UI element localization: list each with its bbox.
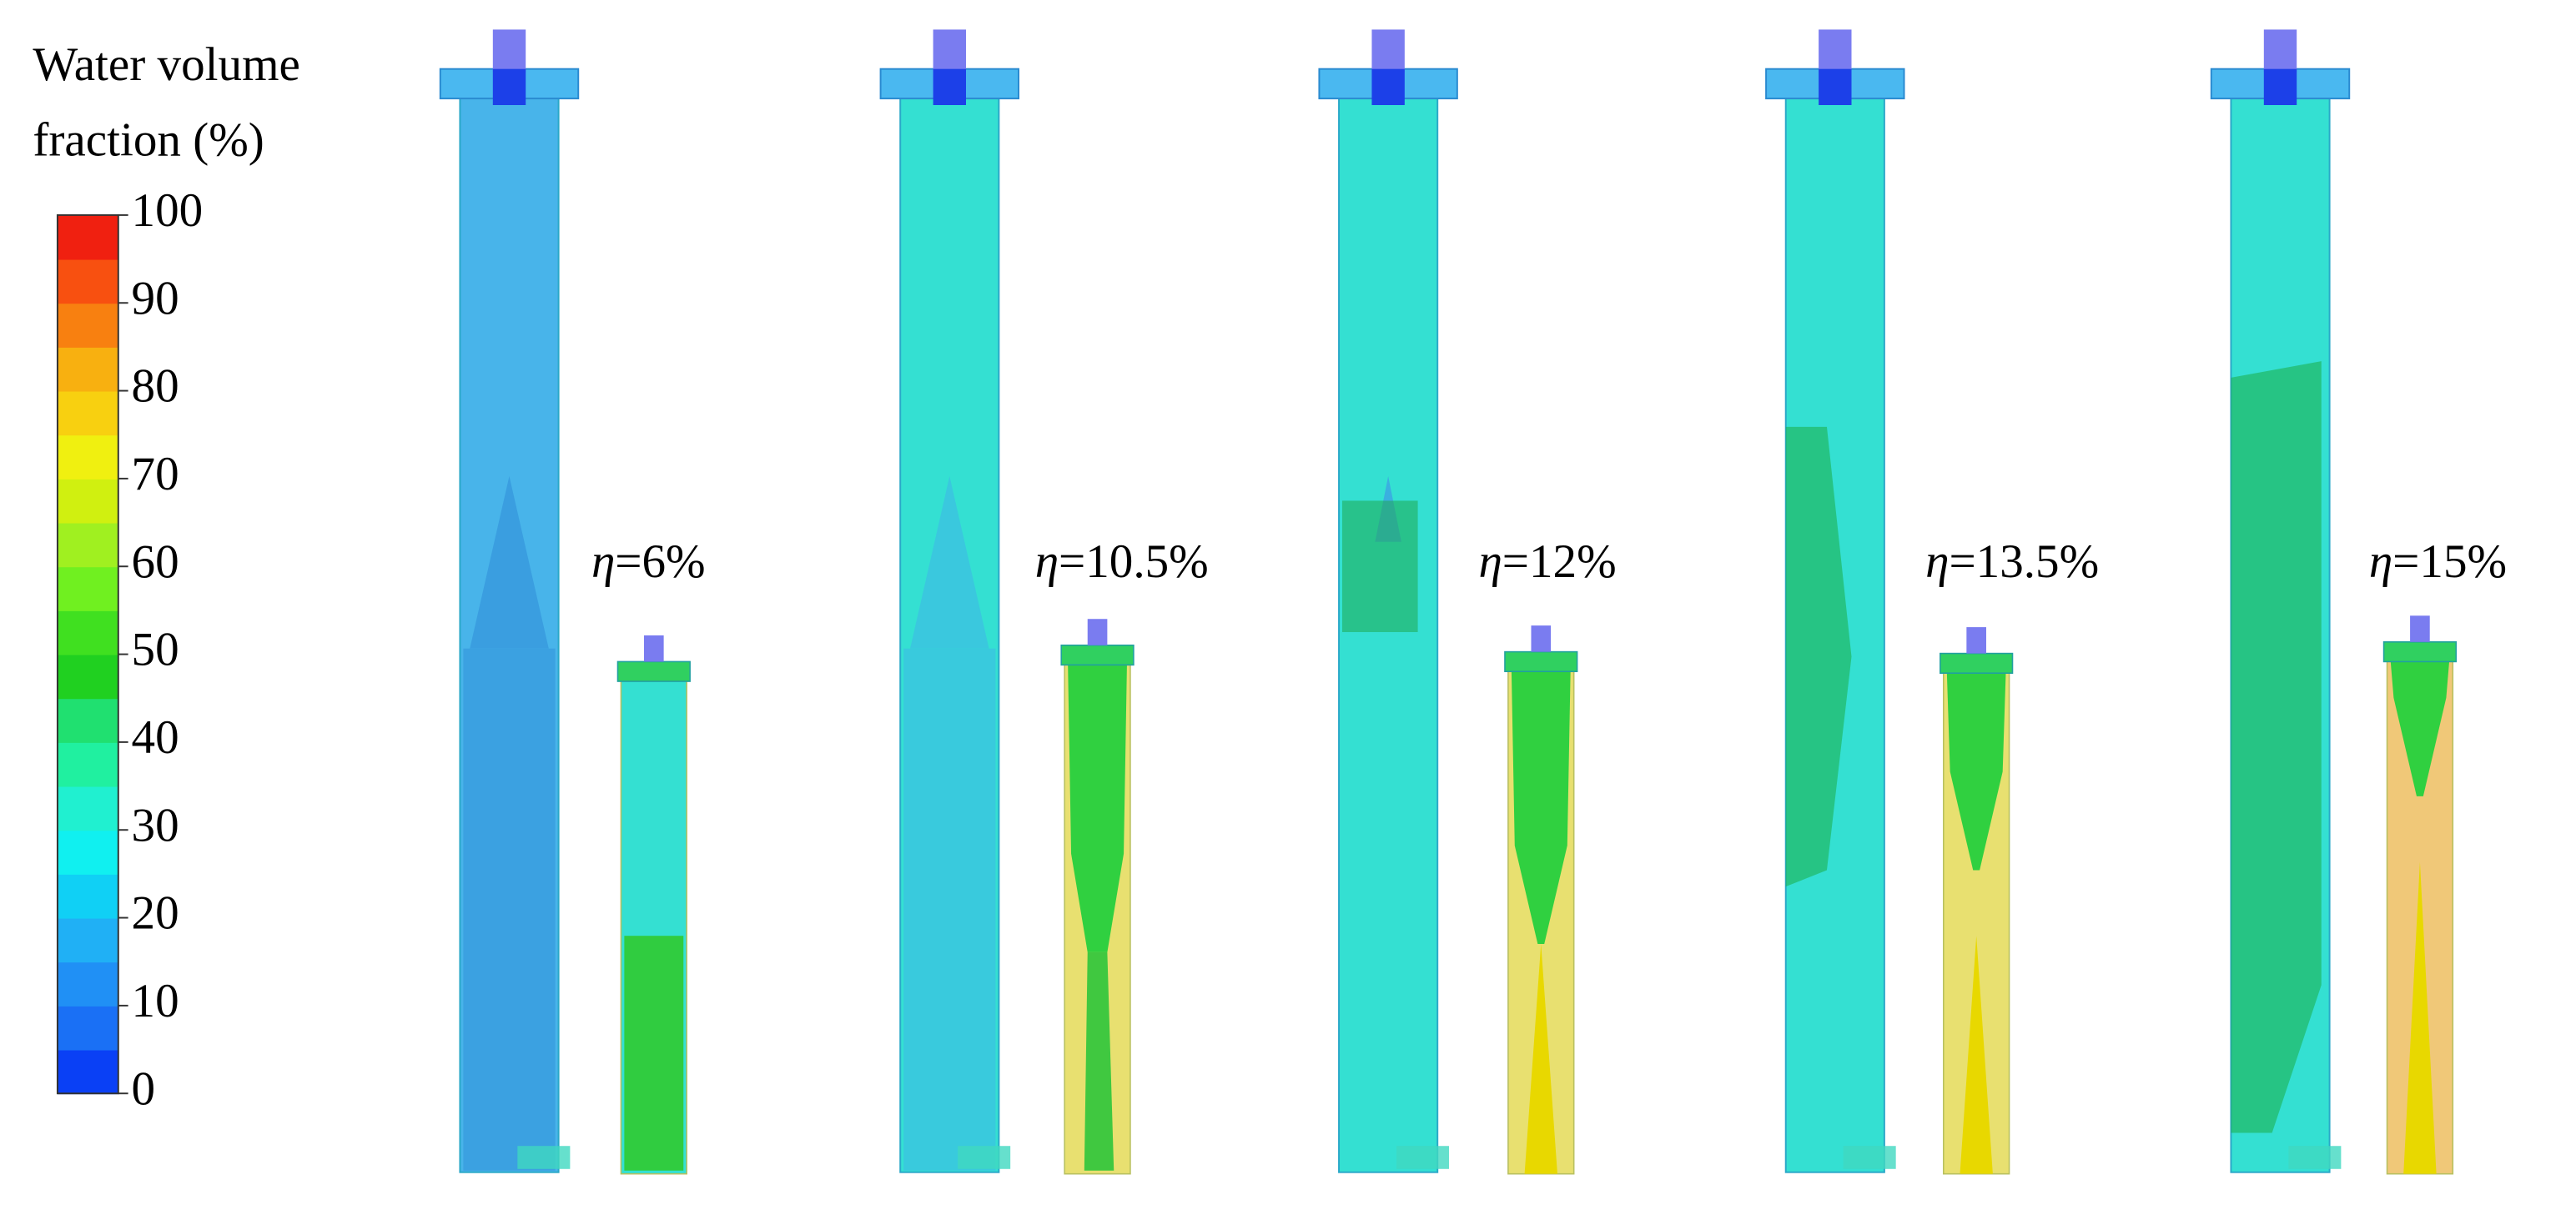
colorbar-tick-label: 100	[132, 184, 204, 237]
eta-symbol: η	[1035, 535, 1059, 588]
colorbar-tick-label: 10	[132, 975, 179, 1027]
panels: η=6% η=10.5% η=12% η=13.5% η=15%	[439, 29, 2507, 1175]
small-cap	[2382, 641, 2458, 663]
cone	[910, 475, 989, 649]
colorbar-band	[57, 961, 118, 1007]
outlet	[517, 1146, 571, 1169]
colorbar-title: fraction (%)	[33, 113, 264, 166]
eta-value: =15%	[2392, 535, 2507, 588]
colorbar-tick-label: 0	[132, 1062, 156, 1115]
small-cap	[1940, 652, 2014, 674]
panel: η=6%	[439, 29, 706, 1175]
lower-core	[903, 648, 996, 1171]
colorbar-tick-label: 20	[132, 887, 179, 940]
panel: η=12%	[1318, 29, 1617, 1175]
colorbar-band	[57, 566, 118, 611]
colorbar-band	[57, 873, 118, 919]
green-core	[1068, 661, 1127, 952]
eta-symbol: η	[1478, 535, 1502, 588]
eta-symbol: η	[591, 535, 615, 588]
colorbar-tick-label: 50	[132, 624, 179, 676]
panel-label: η=13.5%	[1925, 535, 2099, 588]
small-inlet	[1087, 619, 1108, 645]
colorbar-band	[57, 830, 118, 875]
inlet-core	[933, 68, 966, 106]
eta-symbol: η	[2369, 535, 2392, 588]
colorbar-band	[57, 259, 118, 304]
green-tail	[1084, 951, 1114, 1171]
colorbar-band	[57, 654, 118, 700]
inlet	[2263, 29, 2297, 73]
colorbar-band	[57, 698, 118, 743]
cone	[470, 475, 549, 649]
eta-value: =13.5%	[1949, 535, 2099, 588]
colorbar-band	[57, 1005, 118, 1051]
colorbar-band	[57, 1049, 118, 1095]
colorbar-band	[57, 610, 118, 655]
outlet	[2288, 1146, 2342, 1169]
eta-value: =6%	[615, 535, 705, 588]
colorbar-tick-label: 40	[132, 711, 179, 764]
yellow-cone	[1960, 936, 1993, 1174]
panel: η=13.5%	[1765, 29, 2099, 1175]
green-core	[2390, 658, 2450, 796]
small-inlet	[1966, 627, 1986, 654]
panel: η=10.5%	[879, 29, 1209, 1175]
small-inlet	[644, 635, 664, 662]
inlet-core	[1371, 68, 1405, 106]
eta-value: =12%	[1502, 535, 1617, 588]
inlet	[1819, 29, 1852, 73]
small-cap	[1504, 650, 1578, 673]
small-inlet	[1531, 625, 1552, 652]
yellow-cone	[1524, 944, 1557, 1174]
green-streaks	[1785, 426, 1852, 887]
colorbar-title: Water volume	[33, 38, 299, 91]
inlet-core	[2263, 68, 2297, 106]
green-core	[1511, 668, 1571, 945]
colorbar-tick-label: 70	[132, 448, 179, 500]
colorbar-band	[57, 522, 118, 568]
outlet	[958, 1146, 1011, 1169]
panel-label: η=15%	[2369, 535, 2507, 588]
inlet	[1371, 29, 1405, 73]
eta-value: =10.5%	[1059, 535, 1209, 588]
panel-label: η=6%	[591, 535, 706, 588]
yellow-cone	[2403, 861, 2437, 1174]
colorbar-band	[57, 303, 118, 348]
colorbar-band	[57, 346, 118, 392]
colorbar-tick-label: 60	[132, 535, 179, 588]
small-cap	[1060, 644, 1135, 666]
panel: η=15%	[2210, 29, 2507, 1175]
lower-core	[463, 648, 556, 1171]
panel-label: η=12%	[1478, 535, 1616, 588]
inlet-core	[492, 68, 526, 106]
colorbar-band	[57, 917, 118, 963]
green-region	[624, 936, 684, 1171]
colorbar-tick-label: 90	[132, 272, 179, 324]
inlet	[933, 29, 966, 73]
outlet	[1843, 1146, 1896, 1169]
colorbar-band	[57, 786, 118, 831]
inlet	[492, 29, 526, 73]
colorbar-band	[57, 390, 118, 436]
colorbar-band	[57, 434, 118, 479]
green-streaks	[2231, 361, 2322, 1133]
green-core	[1946, 670, 2006, 871]
colorbar-tick-label: 30	[132, 799, 179, 851]
small-inlet	[2410, 615, 2430, 642]
small-cap	[616, 660, 691, 682]
outlet	[1396, 1146, 1449, 1169]
colorbar-band	[57, 478, 118, 524]
colorbar-band	[57, 741, 118, 787]
panel-label: η=10.5%	[1035, 535, 1209, 588]
colorbar-tick-label: 80	[132, 360, 179, 413]
green-streaks	[1341, 500, 1418, 632]
colorbar-band	[57, 214, 118, 260]
eta-symbol: η	[1925, 535, 1949, 588]
inlet-core	[1819, 68, 1852, 106]
